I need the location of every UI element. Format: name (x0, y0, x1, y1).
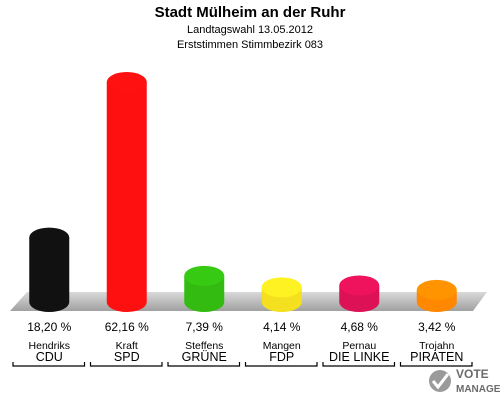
category-bracket (89, 362, 163, 367)
category-bracket (12, 362, 86, 367)
candidate-label: Mangen (263, 340, 301, 352)
candidate-label: Kraft (116, 340, 138, 352)
bar-cap-piraten (416, 279, 457, 300)
category-label: SPD (114, 350, 140, 364)
bar-cap-cdu (29, 227, 70, 248)
logo-line1: VOTE (456, 367, 489, 381)
logo-line2: MANAGER (456, 384, 500, 395)
chart-title: Stadt Mülheim an der Ruhr (155, 4, 346, 21)
category-label: GRÜNE (182, 350, 227, 364)
category-bracket (244, 362, 318, 367)
bar-cap-fdp (261, 277, 302, 298)
candidate-label: Trojahn (419, 340, 454, 352)
bar-cdu (29, 237, 70, 312)
bar-cap-grüne (184, 265, 225, 286)
candidate-label: Hendriks (29, 340, 70, 352)
chart-floor (10, 292, 487, 311)
value-label: 3,42 % (418, 320, 456, 334)
category-bracket (399, 362, 473, 367)
bar-cap-die-linke (339, 275, 380, 296)
bar-grüne (184, 275, 225, 312)
category-label: PIRATEN (410, 350, 463, 364)
value-label: 62,16 % (105, 320, 149, 334)
logo-circle (429, 370, 451, 392)
value-label: 4,14 % (263, 320, 301, 334)
category-bracket (167, 362, 241, 367)
category-label: FDP (269, 350, 294, 364)
candidate-label: Steffens (185, 340, 223, 352)
bars-group (29, 72, 457, 313)
bar-cap-spd (106, 72, 147, 93)
category-bracket (322, 362, 396, 367)
candidate-label: Pernau (342, 340, 376, 352)
vote-manager-logo: VOTE MANAGER (429, 367, 500, 395)
chart-subtitle-2: Erststimmen Stimmbezirk 083 (177, 39, 323, 51)
category-label: CDU (36, 350, 63, 364)
bar-spd (106, 82, 147, 313)
chart-subtitle-1: Landtagswahl 13.05.2012 (187, 24, 313, 36)
value-label: 7,39 % (186, 320, 224, 334)
value-label: 4,68 % (341, 320, 379, 334)
category-label: DIE LINKE (329, 350, 389, 364)
value-label: 18,20 % (27, 320, 71, 334)
check-icon (431, 373, 450, 390)
